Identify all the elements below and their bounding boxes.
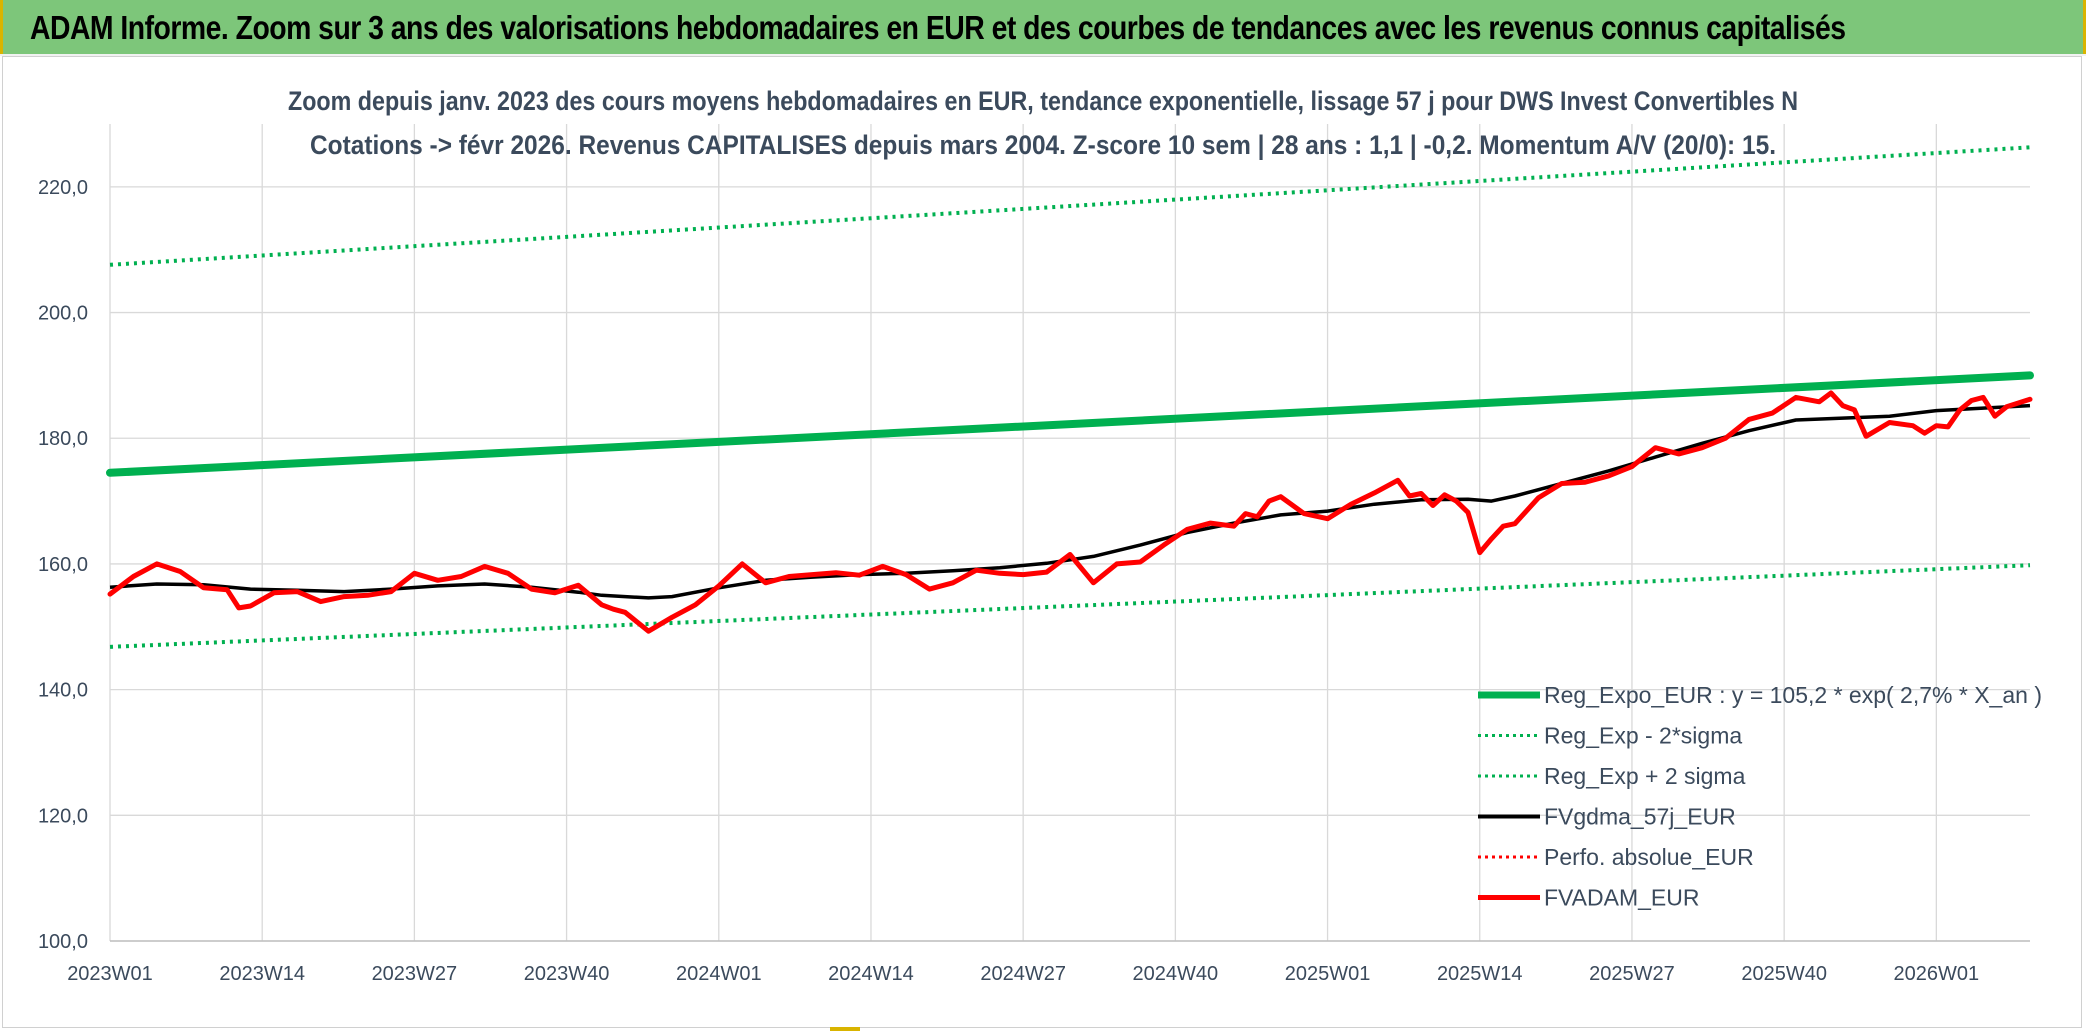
banner-corner-right (2083, 0, 2086, 54)
series-fvgdma-57j-eur (109, 403, 2031, 600)
x-tick-label: 2024W40 (1133, 963, 1219, 985)
report-title: ADAM Informe. Zoom sur 3 ans des valoris… (30, 9, 1846, 46)
chart-title-line-2: Cotations -> févr 2026. Revenus CAPITALI… (310, 130, 1776, 160)
grid (109, 124, 2030, 942)
legend: Reg_Expo_EUR : y = 105,2 * exp( 2,7% * X… (1478, 682, 2042, 911)
series-reg-expo-eur (106, 371, 2034, 477)
x-tick-label: 2023W01 (67, 963, 153, 985)
x-tick-label: 2023W27 (372, 963, 458, 985)
legend-label: Perfo. absolue_EUR (1544, 844, 1754, 870)
legend-label: Reg_Exp - 2*sigma (1544, 723, 1742, 749)
x-tick-label: 2025W40 (1741, 963, 1827, 985)
axes: 100,0 120,0 140,0 160,0 180,0 200,0 220,0 2023W… (38, 177, 2030, 985)
series-reg-exp-2-sigma (109, 563, 2031, 649)
series-reg-exp-2-sigma (109, 145, 2031, 267)
x-tick-label: 2026W01 (1894, 963, 1980, 985)
x-tick-label: 2023W40 (524, 963, 610, 985)
report-banner: ADAM Informe. Zoom sur 3 ans des valoris… (0, 0, 2086, 56)
y-tick-label: 180,0 (38, 428, 88, 450)
y-tick-label: 100,0 (38, 931, 88, 953)
x-tick-label: 2024W27 (980, 963, 1066, 985)
x-tick-label: 2025W01 (1285, 963, 1371, 985)
y-tick-label: 160,0 (38, 554, 88, 576)
chart-frame (2, 56, 2082, 1028)
x-tick-label: 2023W14 (219, 963, 305, 985)
x-tick-label: 2024W01 (676, 963, 762, 985)
legend-label: Reg_Expo_EUR : y = 105,2 * exp( 2,7% * X… (1544, 682, 2042, 708)
x-tick-label: 2025W14 (1437, 963, 1523, 985)
y-tick-label: 120,0 (38, 805, 88, 827)
y-tick-label: 200,0 (38, 303, 88, 325)
legend-label: Reg_Exp + 2 sigma (1544, 763, 1746, 789)
x-tick-label: 2024W14 (828, 963, 914, 985)
series (106, 145, 2034, 649)
y-tick-label: 220,0 (38, 177, 88, 199)
legend-label: FVgdma_57j_EUR (1544, 804, 1736, 830)
series-fvadam-eur (107, 390, 2033, 634)
y-tick-label: 140,0 (38, 680, 88, 702)
banner-corner-left (0, 0, 3, 54)
chart-title-line-1: Zoom depuis janv. 2023 des cours moyens … (288, 86, 1798, 116)
x-tick-label: 2025W27 (1589, 963, 1675, 985)
bottom-marker (830, 1027, 860, 1031)
legend-label: FVADAM_EUR (1544, 885, 1700, 911)
